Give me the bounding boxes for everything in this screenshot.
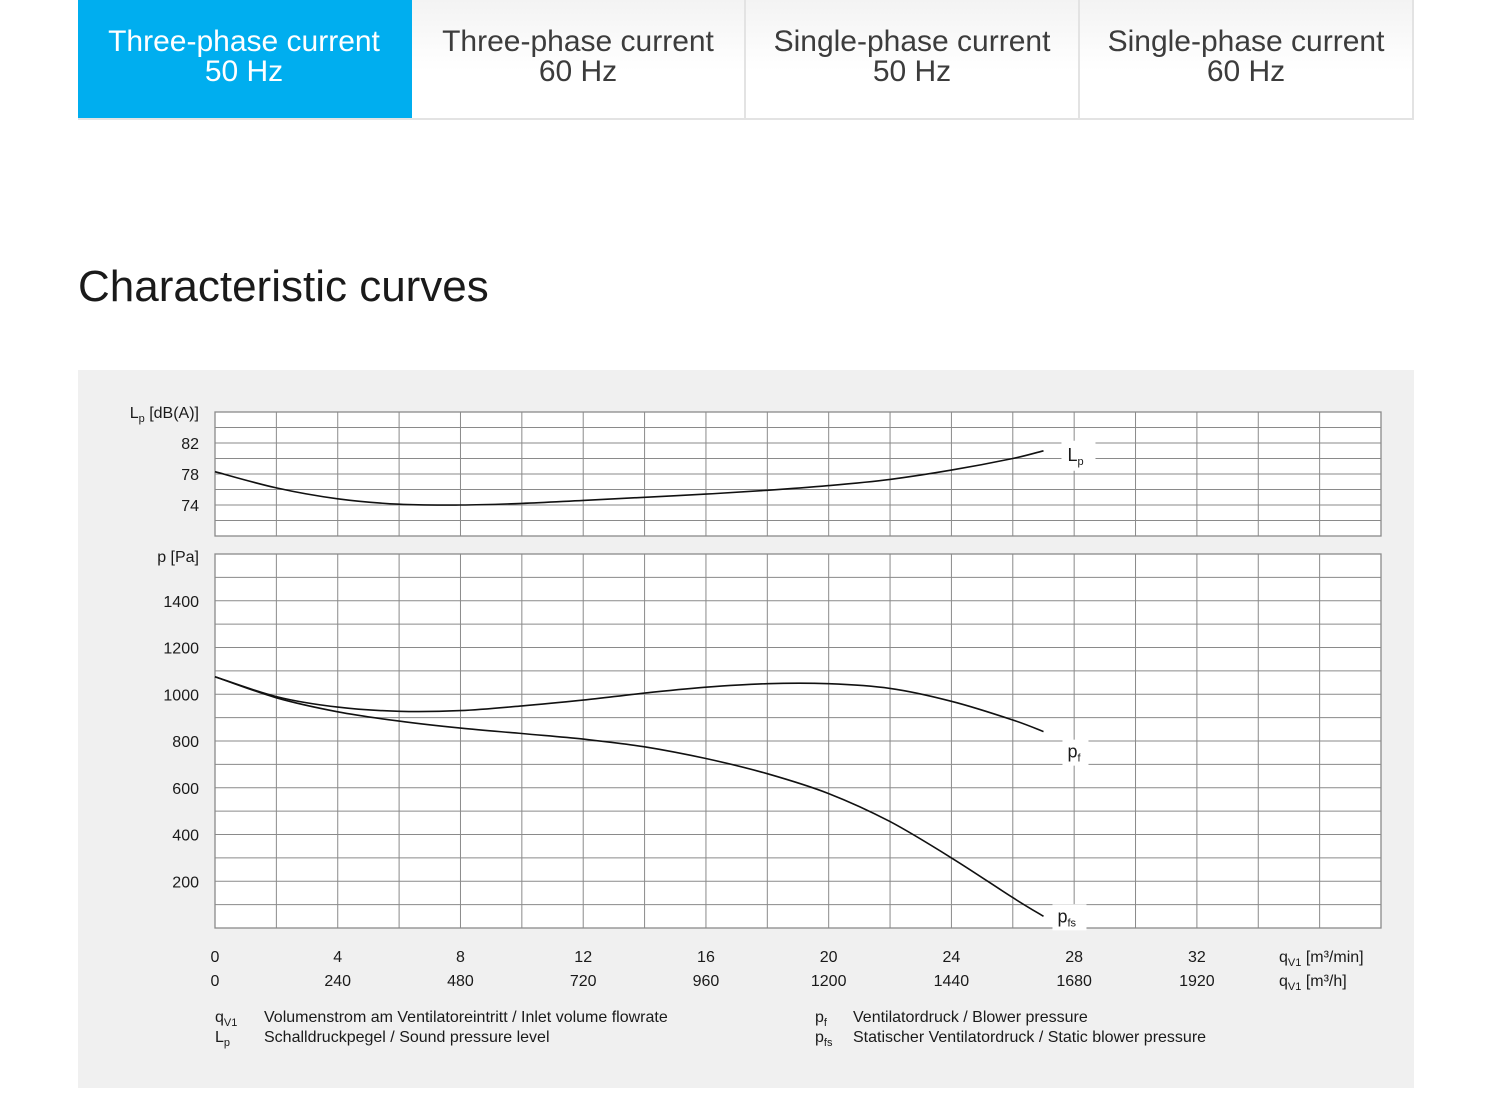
bottom-y-axis-label: p [Pa] [157,549,199,566]
top-panel-y-tick-label: 78 [181,467,199,484]
legend-symbol: pfs [815,1029,833,1049]
tab-label-line1: Three-phase current [108,25,380,58]
lp-series-label: Lp [1067,445,1083,468]
legend-text: Ventilatordruck / Blower pressure [853,1009,1088,1026]
x-tick-label-m3h: 0 [211,973,220,990]
pfs-label-bg [1052,904,1087,931]
tab-label-line2: 60 Hz [538,55,618,88]
x-axis-label-m3min: qV1 [m³/min] [1279,949,1364,969]
top-y-axis-label: Lp [dB(A)] [130,405,199,425]
x-tick-label-m3min: 16 [697,949,715,966]
legend-text: Volumenstrom am Ventilatoreintritt / Inl… [264,1009,668,1026]
top-panel-y-tick-label: 74 [181,498,199,515]
bottom-panel-y-tick-label: 1200 [163,641,199,658]
chart-container: 74 78 82 Lp [dB(A)] Lp 200 400 600 800 1000 1200 14… [78,370,1414,1088]
x-tick-label-m3min: 8 [456,949,465,966]
x-tick-label-m3h: 720 [570,973,597,990]
tab-label-line1: Single-phase current [1107,25,1385,58]
top-panel-y-tick-label: 82 [181,436,199,453]
tab-three-phase-50hz[interactable]: Three-phase current 50 Hz [78,0,412,118]
legend-symbol: pf [815,1009,828,1029]
x-tick-label-m3h: 1920 [1179,973,1215,990]
pf-series-line [214,675,1044,733]
tab-label-line2: 50 Hz [872,55,952,88]
pfs-series-label: pfs [1057,906,1076,929]
tab-single-phase-60hz[interactable]: Single-phase current 60 Hz [1080,0,1414,118]
x-tick-label-m3min: 24 [943,949,961,966]
legend-symbol: qV1 [215,1009,237,1029]
lp-label-bg [1061,440,1096,471]
x-tick-label-m3min: 28 [1065,949,1083,966]
x-tick-label-m3h: 1440 [934,973,970,990]
pfs-series-line [214,675,1044,917]
bottom-panel-y-tick-label: 200 [172,874,199,891]
x-tick-label-m3h: 960 [693,973,720,990]
legend-text: Statischer Ventilatordruck / Static blow… [853,1029,1206,1046]
tab-label-line1: Three-phase current [442,25,714,58]
x-tick-label-m3min: 12 [574,949,592,966]
bottom-panel-y-tick-label: 1400 [163,594,199,611]
x-tick-label-m3h: 240 [324,973,351,990]
x-tick-label-m3h: 1680 [1056,973,1092,990]
x-axis-label-m3h: qV1 [m³/h] [1279,973,1347,993]
bottom-panel-y-tick-label: 400 [172,828,199,845]
x-tick-label-m3min: 20 [820,949,838,966]
bottom-panel-y-tick-label: 600 [172,781,199,798]
tab-label-line2: 50 Hz [204,55,284,88]
lp-series-line [214,450,1044,506]
legend-symbol: Lp [215,1029,230,1049]
pf-label-bg [1062,739,1089,766]
tab-three-phase-60hz[interactable]: Three-phase current 60 Hz [412,0,746,118]
tab-single-phase-50hz[interactable]: Single-phase current 50 Hz [746,0,1080,118]
tab-label-line1: Single-phase current [773,25,1051,58]
x-tick-label-m3h: 480 [447,973,474,990]
x-tick-label-m3min: 32 [1188,949,1206,966]
bottom-panel-y-tick-label: 1000 [163,687,199,704]
tab-label-line2: 60 Hz [1206,55,1286,88]
x-tick-label-m3min: 4 [333,949,342,966]
current-type-tabs: Three-phase current 50 Hz Three-phase cu… [78,0,1414,120]
bottom-panel-y-tick-label: 800 [172,734,199,751]
page-title: Characteristic curves [78,262,489,311]
legend-text: Schalldruckpegel / Sound pressure level [264,1029,550,1046]
pf-series-label: pf [1067,742,1081,765]
x-tick-label-m3h: 1200 [811,973,847,990]
x-tick-label-m3min: 0 [211,949,220,966]
